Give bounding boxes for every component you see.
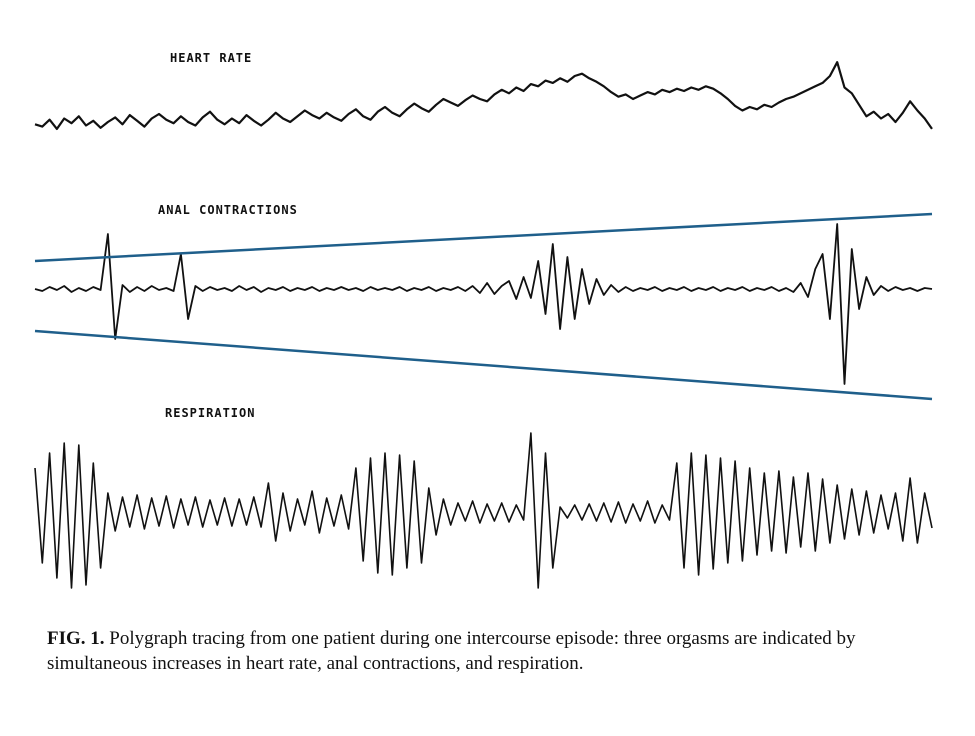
envelope-upper-line <box>34 212 933 263</box>
envelope-lower-line <box>34 329 933 401</box>
heart-rate-trace <box>34 61 933 130</box>
anal-contractions-trace <box>34 223 933 385</box>
respiration-label: RESPIRATION <box>165 406 255 420</box>
polygraph-chart: HEART RATE ANAL CONTRACTIONS RESPIRATION <box>34 51 933 589</box>
respiration-trace <box>34 432 933 589</box>
figure-number: FIG. 1. <box>47 628 105 649</box>
figure-caption-text: Polygraph tracing from one patient durin… <box>47 628 856 674</box>
heart-rate-label: HEART RATE <box>170 51 252 65</box>
figure-caption: FIG. 1. Polygraph tracing from one patie… <box>47 626 952 676</box>
anal-contractions-label: ANAL CONTRACTIONS <box>158 203 298 217</box>
